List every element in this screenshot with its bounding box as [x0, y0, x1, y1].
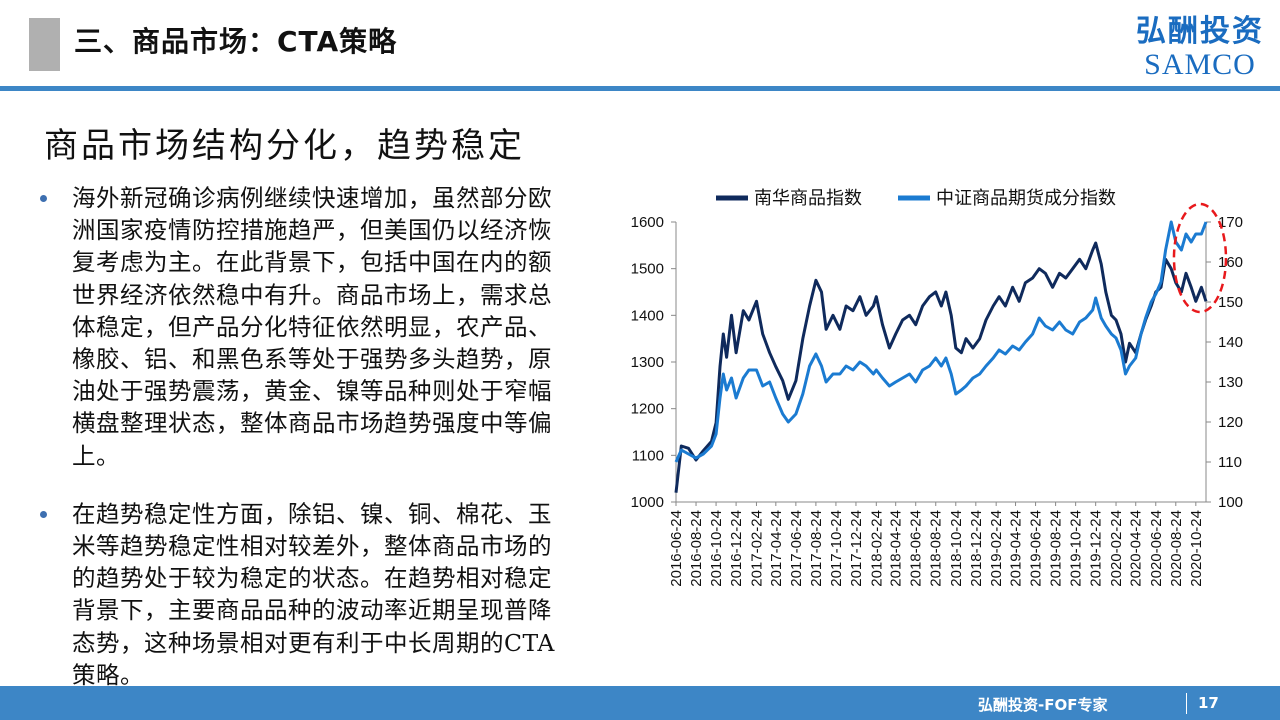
x-tick-label: 2019-04-24: [1008, 510, 1025, 587]
x-tick-label: 2020-02-24: [1108, 510, 1125, 587]
x-tick-label: 2017-08-24: [808, 510, 825, 587]
x-tick-label: 2017-06-24: [788, 510, 805, 587]
company-logo: 弘酬投资 SAMCO: [1136, 14, 1264, 80]
x-tick-label: 2019-02-24: [988, 510, 1005, 587]
left-tick-label: 1000: [631, 494, 664, 511]
bullet-item: 海外新冠确诊病例继续快速增加，虽然部分欧洲国家疫情防控措施趋严，但美国仍以经济恢…: [40, 182, 560, 472]
logo-english: SAMCO: [1144, 48, 1256, 81]
x-tick-label: 2019-12-24: [1088, 510, 1105, 587]
left-tick-label: 1600: [631, 214, 664, 231]
section-marker: [29, 18, 60, 71]
x-tick-label: 2017-12-24: [848, 510, 865, 587]
bullet-dot-icon: [40, 510, 47, 518]
commodity-index-chart: 南华商品指数 中证商品期货成分指数 1000 1100 1200 1300 1400 150…: [631, 188, 1243, 587]
right-tick-label: 130: [1218, 374, 1243, 391]
slide-subtitle: 商品市场结构分化，趋势稳定: [44, 126, 525, 166]
right-tick-label: 100: [1218, 494, 1243, 511]
x-tick-label: 2020-08-24: [1168, 510, 1185, 587]
x-tick-label: 2017-10-24: [828, 510, 845, 587]
left-tick-label: 1100: [632, 447, 664, 464]
logo-chinese: 弘酬投资: [1136, 14, 1264, 49]
x-tick-label: 2016-12-24: [728, 510, 745, 587]
page-number: 17: [1198, 694, 1219, 712]
left-tick-label: 1400: [631, 307, 664, 324]
left-tick-label: 1200: [631, 401, 664, 418]
chart-legend: 南华商品指数 中证商品期货成分指数: [716, 188, 1116, 209]
x-tick-label: 2019-06-24: [1028, 510, 1045, 587]
legend-label-2: 中证商品期货成分指数: [936, 188, 1116, 209]
bullet-item: 在趋势稳定性方面，除铝、镍、铜、棉花、玉米等趋势稳定性相对较差外，整体商品市场的…: [40, 498, 560, 691]
x-tick-label: 2019-10-24: [1068, 510, 1085, 587]
right-tick-label: 170: [1218, 214, 1243, 231]
right-tick-label: 140: [1218, 334, 1243, 351]
x-tick-label: 2019-08-24: [1048, 510, 1065, 587]
series-line-2: [674, 220, 1208, 463]
bullet-text: 在趋势稳定性方面，除铝、镍、铜、棉花、玉米等趋势稳定性相对较差外，整体商品市场的…: [72, 499, 555, 689]
footer-separator: [1186, 693, 1187, 714]
bullet-text: 海外新冠确诊病例继续快速增加，虽然部分欧洲国家疫情防控措施趋严，但美国仍以经济恢…: [72, 184, 552, 470]
bullet-list: 海外新冠确诊病例继续快速增加，虽然部分欧洲国家疫情防控措施趋严，但美国仍以经济恢…: [40, 182, 560, 691]
x-tick-label: 2018-06-24: [908, 510, 925, 587]
x-tick-label: 2017-02-24: [748, 510, 765, 587]
right-tick-label: 160: [1218, 254, 1243, 271]
x-tick-label: 2017-04-24: [768, 510, 785, 587]
header-divider: [0, 86, 1280, 91]
x-tick-label: 2016-08-24: [688, 510, 705, 587]
x-tick-label: 2020-10-24: [1188, 510, 1205, 587]
series-line-1: [674, 241, 1208, 493]
bullet-dot-icon: [40, 195, 47, 202]
x-tick-label: 2018-04-24: [888, 510, 905, 587]
x-tick-label: 2020-06-24: [1148, 510, 1165, 587]
plot-area: 1000 1100 1200 1300 1400 1500 1600 100 110 120 130…: [631, 202, 1243, 587]
section-title: 三、商品市场：CTA策略: [74, 25, 398, 58]
footer-text: 弘酬投资-FOF专家: [978, 696, 1108, 714]
x-tick-label: 2018-10-24: [948, 510, 965, 587]
x-tick-label: 2018-02-24: [868, 510, 885, 587]
x-tick-label: 2018-08-24: [928, 510, 945, 587]
right-tick-label: 120: [1218, 414, 1243, 431]
x-tick-label: 2018-12-24: [968, 510, 985, 587]
x-tick-label: 2016-06-24: [668, 510, 685, 587]
left-tick-label: 1300: [631, 354, 664, 371]
footer-bar: 弘酬投资-FOF专家 17: [0, 686, 1280, 720]
x-tick-label: 2020-04-24: [1128, 510, 1145, 587]
highlight-ellipse: [1172, 202, 1228, 314]
left-tick-label: 1500: [631, 261, 664, 278]
x-tick-label: 2016-10-24: [708, 510, 725, 587]
right-tick-label: 150: [1218, 294, 1243, 311]
legend-label-1: 南华商品指数: [754, 188, 862, 209]
right-tick-label: 110: [1218, 454, 1242, 471]
